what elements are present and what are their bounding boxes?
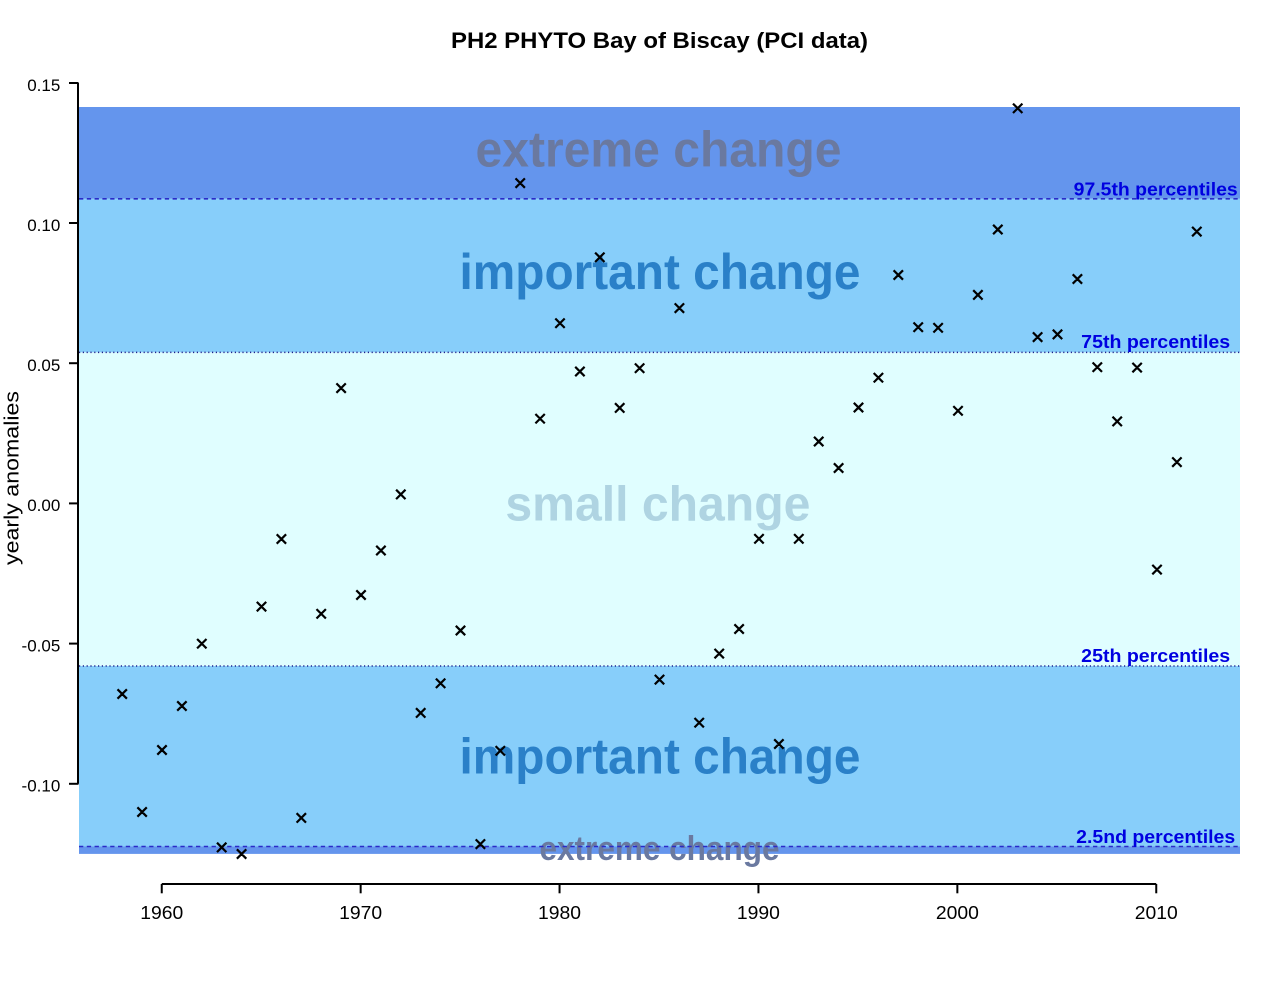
svg-text:1980: 1980: [538, 902, 581, 923]
svg-text:extreme change: extreme change: [540, 830, 780, 868]
svg-text:2000: 2000: [936, 902, 979, 923]
svg-text:0.10: 0.10: [27, 216, 60, 235]
svg-text:97.5th percentiles: 97.5th percentiles: [1074, 180, 1238, 200]
svg-text:-0.10: -0.10: [22, 777, 61, 796]
svg-text:important change: important change: [460, 243, 861, 300]
svg-text:small change: small change: [505, 478, 810, 532]
svg-text:2010: 2010: [1135, 902, 1178, 923]
svg-text:0.15: 0.15: [27, 76, 60, 95]
svg-text:yearly anomalies: yearly anomalies: [2, 391, 24, 565]
svg-text:0.05: 0.05: [27, 356, 60, 375]
svg-text:0.00: 0.00: [27, 496, 60, 515]
svg-text:1970: 1970: [339, 902, 382, 923]
svg-text:1960: 1960: [140, 902, 183, 923]
svg-text:75th percentiles: 75th percentiles: [1081, 332, 1230, 352]
svg-text:extreme change: extreme change: [476, 122, 842, 178]
svg-text:1990: 1990: [737, 902, 780, 923]
svg-text:2.5nd percentiles: 2.5nd percentiles: [1076, 827, 1235, 847]
svg-text:PH2 PHYTO Bay of Biscay (PCI d: PH2 PHYTO Bay of Biscay (PCI data): [451, 28, 868, 53]
svg-text:25th percentiles: 25th percentiles: [1081, 646, 1230, 666]
svg-text:important change: important change: [460, 727, 861, 784]
svg-text:-0.05: -0.05: [22, 636, 61, 655]
